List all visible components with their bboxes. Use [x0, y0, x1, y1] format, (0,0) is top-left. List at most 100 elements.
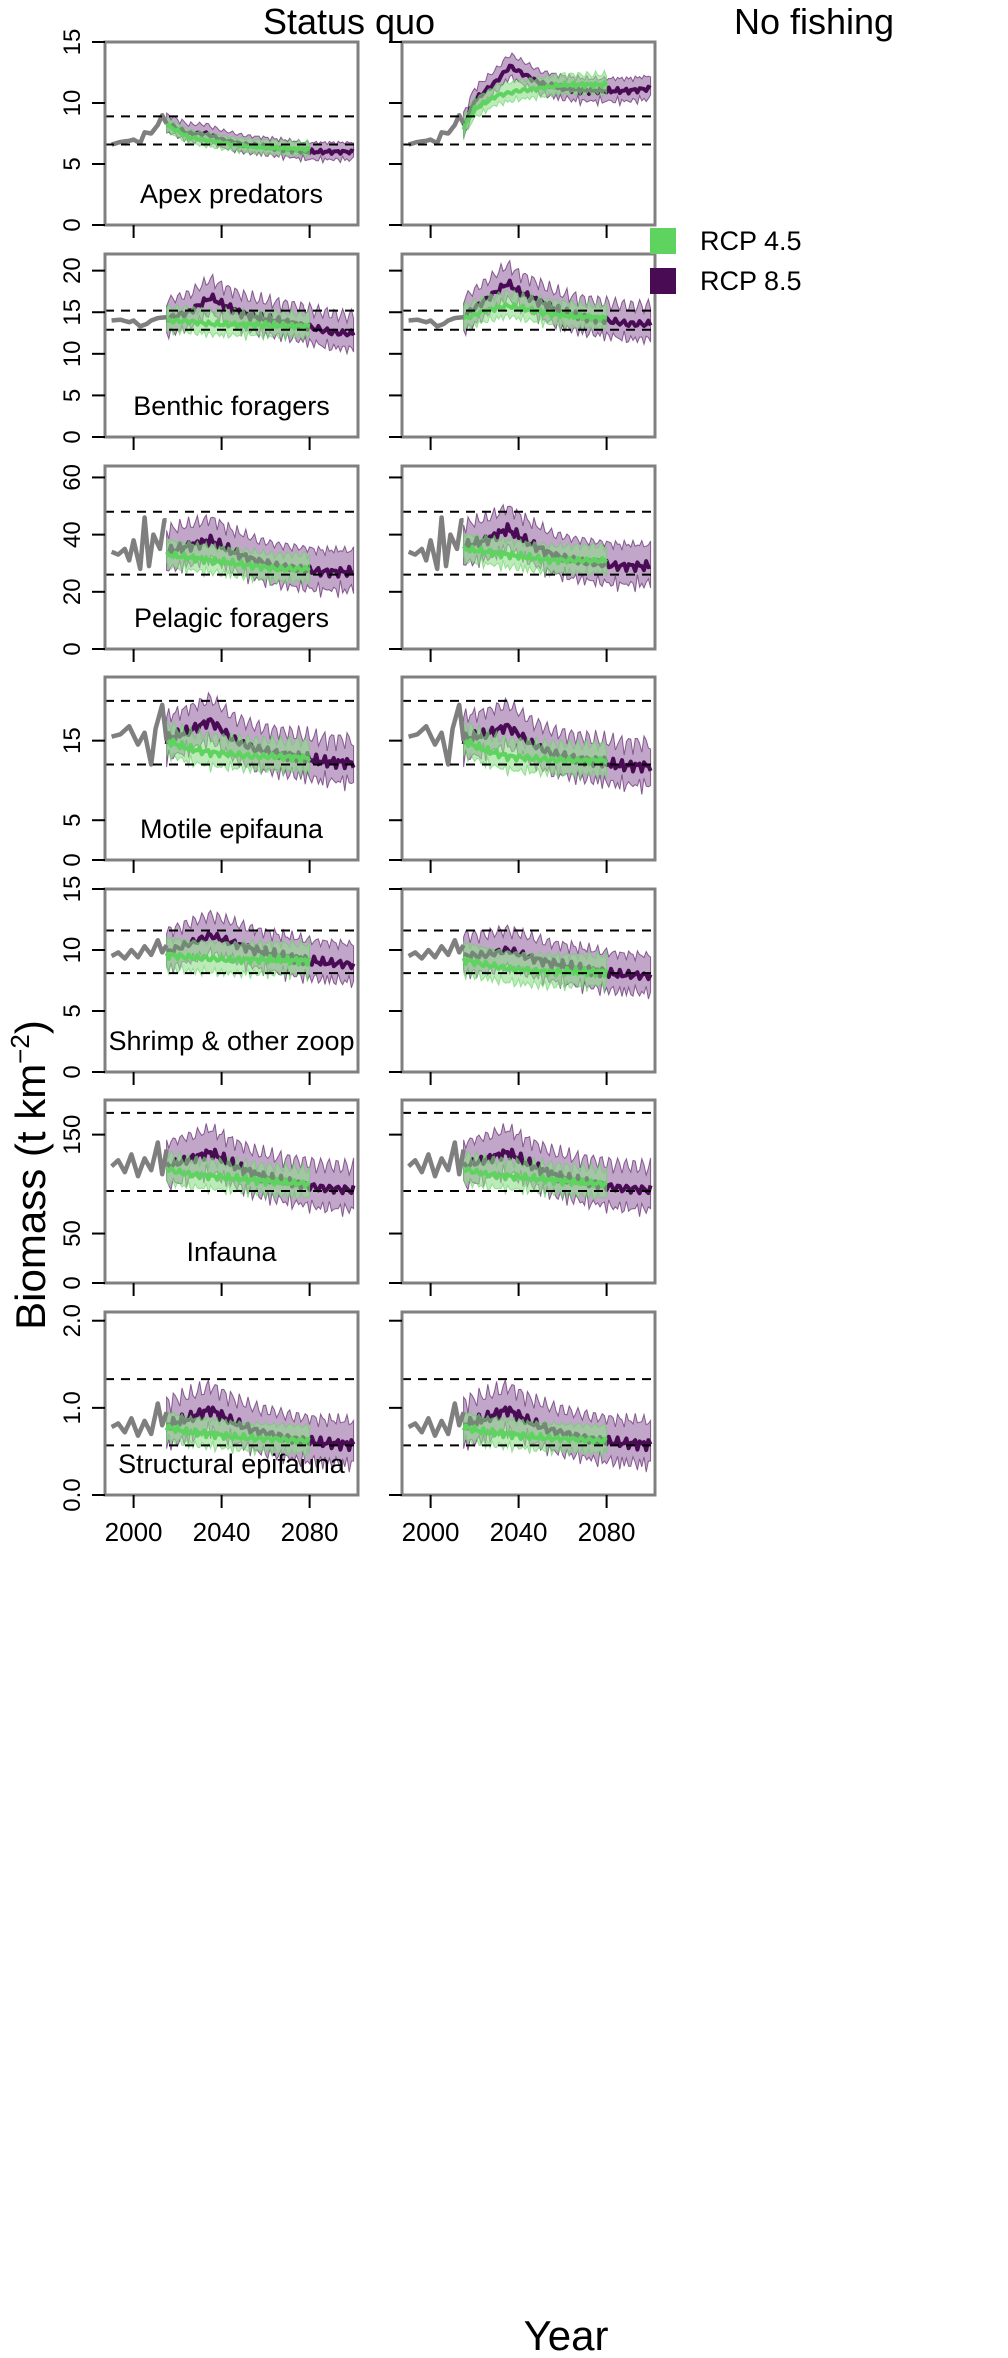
y-axis-label: Biomass (t km−2) — [5, 1020, 54, 1330]
panel-pelagic-foragers-status-quo: 0 20 40 60 Pelagic foragers — [59, 464, 360, 662]
panel-plot-area — [407, 503, 652, 593]
panel-shrimp-other-zoop-no-fishing — [389, 887, 657, 1085]
panel-benthic-foragers-no-fishing — [389, 252, 657, 450]
panel-plot-area — [408, 696, 653, 795]
panel-structural-epifauna-status-quo: 0.0 1.0 2.0 2000 2040 2080 Structural epifauna — [59, 1304, 360, 1547]
panel-frame — [103, 887, 360, 1074]
panel-frame — [103, 1098, 360, 1285]
panel-plot-area — [407, 924, 653, 1000]
panel-frame — [103, 464, 360, 651]
group-label-apex-predators: Apex predators — [140, 179, 323, 209]
panel-frame — [400, 887, 657, 1074]
panel-structural-epifauna-no-fishing: 2000 2040 2080 — [389, 1310, 657, 1547]
column-title-no-fishing: No fishing — [734, 1, 894, 42]
y-tick-label: 0 — [59, 1065, 86, 1078]
legend-label-rcp-8-5: RCP 8.5 — [700, 266, 802, 296]
panel-apex-predators-status-quo: 0 5 10 15 Apex predators — [59, 29, 360, 238]
x-tick-label: 2000 — [402, 1517, 460, 1547]
panel-frame — [400, 464, 657, 651]
x-tick-label: 2040 — [193, 1517, 251, 1547]
y-tick-label: 1.0 — [59, 1391, 86, 1424]
panel-plot-area — [110, 1123, 356, 1217]
y-tick-label: 15 — [59, 876, 86, 903]
historical-line — [111, 112, 169, 147]
group-label-shrimp-other-zoop: Shrimp & other zoop — [108, 1026, 354, 1056]
panel-plot-area — [111, 112, 355, 165]
panel-plot-area — [407, 1378, 653, 1473]
rcp45-line — [463, 1166, 608, 1189]
panel-infauna-no-fishing — [389, 1098, 657, 1296]
panel-plot-area — [110, 909, 356, 989]
panel-plot-area — [408, 52, 652, 147]
historical-line — [408, 314, 464, 329]
rcp45-band — [463, 531, 608, 580]
panel-frame — [103, 675, 360, 862]
y-tick-label: 20 — [59, 257, 86, 284]
y-axis-label-close: ) — [7, 1020, 54, 1034]
rcp45-line — [461, 544, 608, 566]
rcp45-line — [166, 737, 312, 764]
panel-frame — [400, 1098, 657, 1285]
y-tick-label: 0 — [59, 853, 86, 866]
y-axis-label-main: Biomass (t km — [7, 1064, 54, 1330]
group-label-pelagic-foragers: Pelagic foragers — [134, 603, 329, 633]
rcp45-line — [165, 317, 311, 331]
panel-frame — [103, 252, 360, 439]
panel-plot-area — [111, 272, 356, 356]
panel-apex-predators-no-fishing — [389, 40, 657, 238]
rcp45-line — [164, 550, 311, 573]
panel-pelagic-foragers-no-fishing — [389, 464, 657, 662]
legend-swatch-rcp-4-5 — [650, 228, 676, 254]
panel-frame — [103, 40, 360, 227]
panel-frame — [103, 1310, 360, 1497]
rcp45-line — [461, 80, 609, 131]
historical-line — [407, 1140, 466, 1179]
panel-plot-area — [408, 259, 653, 347]
y-tick-label: 60 — [59, 464, 86, 491]
y-tick-label: 40 — [59, 521, 86, 548]
group-label-motile-epifauna: Motile epifauna — [140, 814, 324, 844]
y-tick-label: 15 — [59, 727, 86, 754]
historical-line — [110, 1140, 169, 1179]
historical-line — [407, 515, 464, 572]
panel-grid: 0 5 10 15 Apex predators 0 5 10 15 20 Benthic fora… — [59, 29, 802, 1547]
y-tick-label: 10 — [59, 937, 86, 964]
rcp45-band — [166, 537, 311, 587]
y-tick-label: 20 — [59, 578, 86, 605]
historical-line — [110, 1401, 169, 1438]
legend-swatch-rcp-8-5 — [650, 268, 676, 294]
rcp45-line — [463, 738, 609, 767]
rcp45-line — [461, 1423, 608, 1446]
group-label-structural-epifauna: Structural epifauna — [118, 1449, 346, 1479]
group-label-benthic-foragers: Benthic foragers — [133, 391, 330, 421]
x-tick-label: 2040 — [490, 1517, 548, 1547]
y-tick-label: 0 — [59, 430, 86, 443]
y-tick-label: 0.0 — [59, 1478, 86, 1511]
y-tick-label: 150 — [59, 1115, 86, 1155]
rcp45-line — [461, 957, 609, 979]
panel-benthic-foragers-status-quo: 0 5 10 15 20 Benthic foragers — [59, 252, 360, 450]
y-axis-label-sup: −2 — [5, 1034, 35, 1064]
y-tick-label: 15 — [59, 299, 86, 326]
column-title-status-quo: Status quo — [263, 1, 435, 42]
x-tick-label: 2080 — [578, 1517, 636, 1547]
rcp45-line — [166, 1166, 311, 1189]
x-axis-label: Year — [524, 2312, 609, 2358]
panel-plot-area — [111, 691, 356, 792]
panel-shrimp-other-zoop-status-quo: 0 5 10 15 Shrimp & other zoop — [59, 876, 360, 1085]
rcp45-line — [164, 951, 312, 967]
rcp45-line — [165, 122, 311, 153]
y-tick-label: 10 — [59, 340, 86, 367]
y-tick-label: 5 — [59, 157, 86, 170]
legend-label-rcp-4-5: RCP 4.5 — [700, 226, 802, 256]
rcp45-line — [164, 1423, 311, 1446]
historical-line — [111, 314, 167, 329]
historical-line — [407, 937, 466, 961]
y-tick-label: 0 — [59, 218, 86, 231]
y-tick-label: 5 — [59, 389, 86, 402]
group-label-infauna: Infauna — [186, 1237, 277, 1267]
y-tick-label: 10 — [59, 90, 86, 117]
legend: RCP 4.5 RCP 8.5 — [650, 226, 802, 296]
historical-line — [110, 937, 169, 961]
panel-plot-area — [407, 1123, 653, 1217]
